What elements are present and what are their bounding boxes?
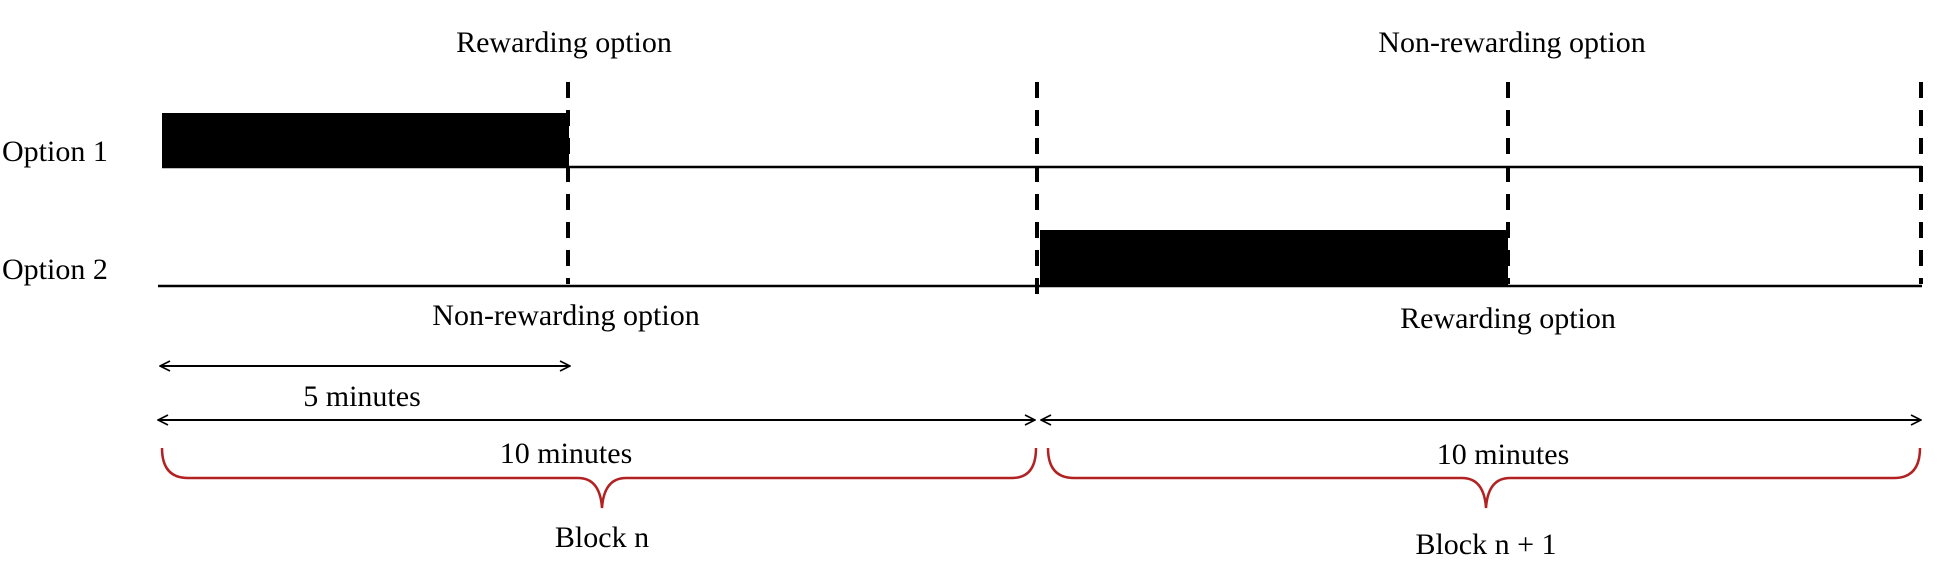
block-n1-duration-label: 10 minutes — [1437, 438, 1570, 471]
block-n-brace — [160, 447, 1038, 509]
option-1-reward-bar — [162, 113, 569, 168]
block-n-duration-label: 10 minutes — [500, 437, 633, 470]
block-n1-top-label: Non-rewarding option — [1378, 26, 1645, 59]
five-minutes-label: 5 minutes — [303, 380, 421, 413]
block-n-label: Block n — [555, 521, 649, 554]
block-n-bottom-label: Non-rewarding option — [432, 299, 699, 332]
block-n1-brace — [1046, 447, 1922, 509]
block-n-top-label: Rewarding option — [456, 26, 672, 59]
block-n1-label: Block n + 1 — [1415, 528, 1556, 561]
row-label-option-2: Option 2 — [2, 253, 108, 286]
block-n1-bottom-label: Rewarding option — [1400, 302, 1616, 335]
row-label-option-1: Option 1 — [2, 135, 108, 168]
option-2-reward-bar — [1040, 230, 1508, 287]
